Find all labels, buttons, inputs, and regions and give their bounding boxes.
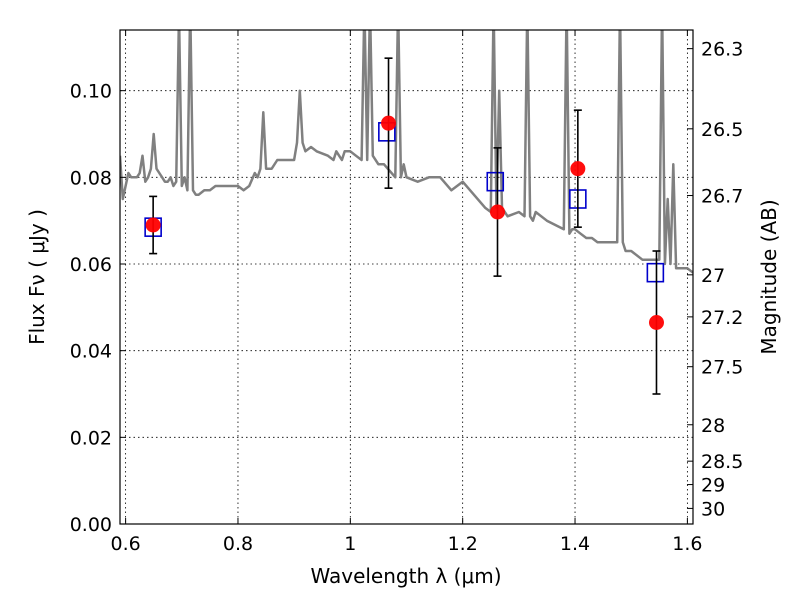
y2-tick-label: 27.5 — [701, 357, 743, 379]
x-tick-label: 0.8 — [223, 533, 253, 555]
x-tick-label: 0.6 — [111, 533, 141, 555]
y2-tick-label: 26.5 — [701, 119, 743, 141]
model-photometry-square — [486, 171, 505, 192]
data-series — [120, 30, 693, 395]
axis-ticks: 0.6 0.8 1 1.2 1.4 1.6 0.00 0.02 0.04 0.06 0.08 0.10… — [70, 30, 743, 555]
observed-photometry-point — [648, 315, 664, 330]
spectrum-line — [120, 30, 693, 274]
x-axis-title: Wavelength λ (μm) — [310, 564, 501, 588]
x-tick-label: 1 — [344, 533, 356, 555]
observed-photometry-point — [381, 115, 397, 131]
y-tick-label: 0.06 — [70, 254, 112, 276]
y2-tick-label: 26.3 — [701, 39, 743, 61]
x-tick-label: 1.2 — [448, 533, 478, 555]
model-photometry-square — [646, 262, 665, 283]
x-tick-label: 1.4 — [560, 533, 590, 555]
y-tick-label: 0.04 — [70, 341, 112, 363]
y-tick-label: 0.08 — [70, 167, 112, 189]
y2-axis-title: Magnitude (AB) — [757, 199, 781, 354]
y-tick-label: 0.00 — [70, 514, 112, 536]
plot-background — [120, 30, 693, 524]
x-tick-label: 1.6 — [672, 533, 702, 555]
y2-tick-label: 30 — [701, 498, 725, 520]
y2-tick-label: 26.7 — [701, 186, 743, 208]
plot-frame — [119, 29, 694, 525]
y2-tick-label: 27.2 — [701, 307, 743, 329]
y-tick-label: 0.02 — [70, 427, 112, 449]
y-tick-label: 0.10 — [70, 81, 112, 103]
y-axis-title: Flux Fν ( μJy ) — [25, 209, 49, 345]
y2-tick-label: 28 — [701, 415, 725, 437]
y2-tick-label: 29 — [701, 475, 725, 497]
observed-photometry-point — [490, 204, 506, 220]
y2-tick-label: 28.5 — [701, 451, 743, 473]
observed-photometry-point — [570, 161, 586, 177]
y2-tick-label: 27 — [701, 265, 725, 287]
observed-photometry-point — [145, 217, 161, 233]
